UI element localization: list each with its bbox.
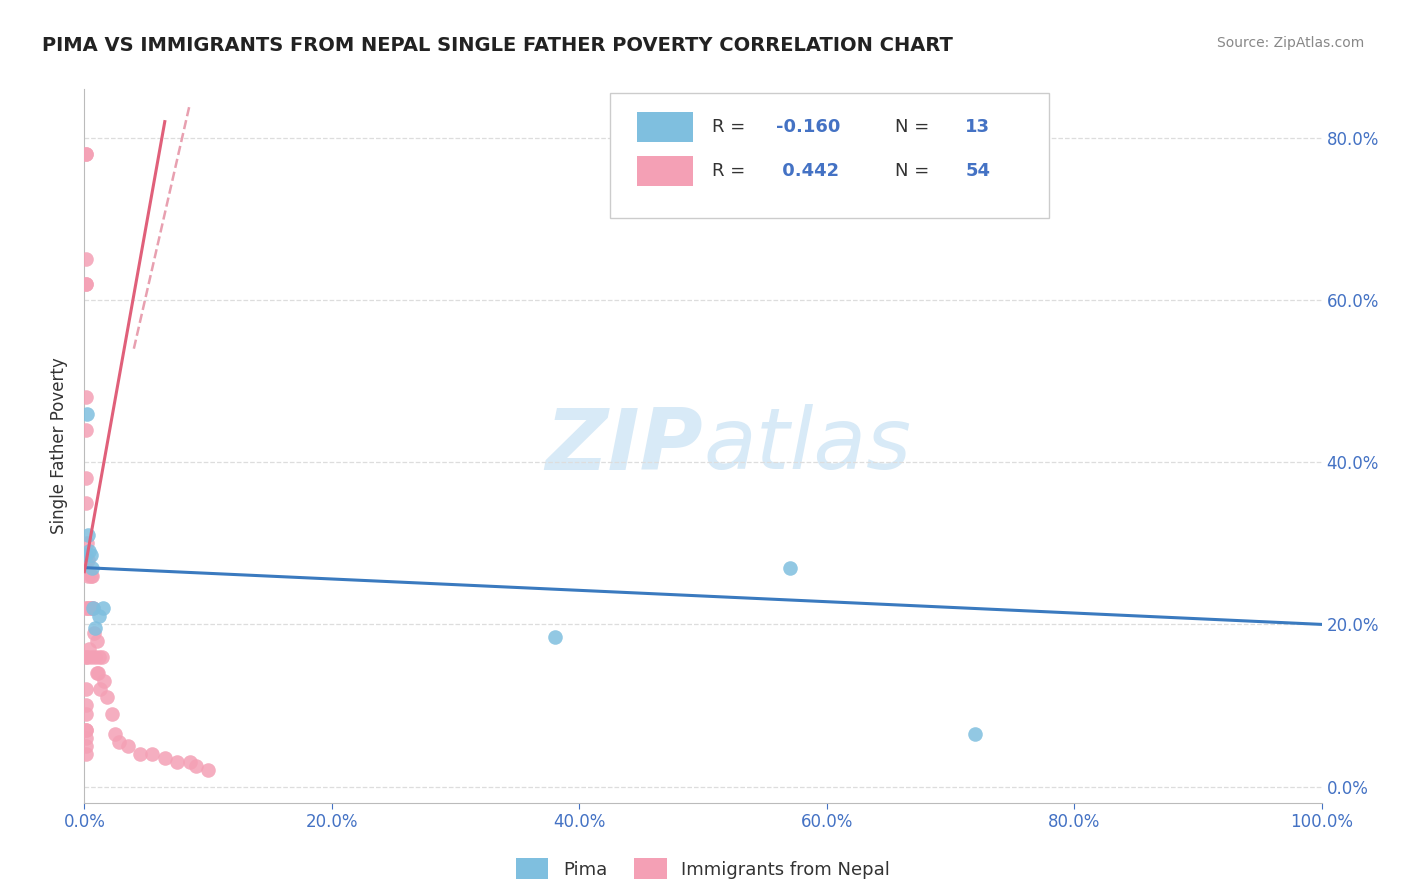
- Point: [75, 747, 97, 761]
- Text: atlas: atlas: [703, 404, 911, 488]
- Point: [75, 277, 97, 291]
- Point: [75, 423, 97, 437]
- Point: [83, 625, 105, 640]
- Point: [84, 622, 107, 636]
- Point: [75, 147, 97, 161]
- Point: [96, 690, 118, 705]
- Text: 13: 13: [966, 118, 990, 136]
- Legend: Pima, Immigrants from Nepal: Pima, Immigrants from Nepal: [509, 851, 897, 887]
- FancyBboxPatch shape: [637, 156, 693, 186]
- Point: [75, 682, 97, 697]
- Text: N =: N =: [894, 162, 935, 180]
- Point: [77, 552, 100, 566]
- Point: [129, 747, 152, 761]
- Text: N =: N =: [894, 118, 935, 136]
- Point: [89, 649, 111, 664]
- Point: [75, 706, 97, 721]
- Point: [79, 601, 101, 615]
- Text: Source: ZipAtlas.com: Source: ZipAtlas.com: [1216, 36, 1364, 50]
- Point: [79, 544, 101, 558]
- Point: [117, 739, 139, 753]
- Text: ZIP: ZIP: [546, 404, 703, 488]
- FancyBboxPatch shape: [610, 93, 1049, 218]
- Point: [104, 727, 127, 741]
- Point: [86, 633, 108, 648]
- Point: [77, 528, 100, 542]
- Text: 0.442: 0.442: [776, 162, 839, 180]
- Point: [965, 727, 987, 741]
- Point: [82, 601, 104, 615]
- Text: -0.160: -0.160: [776, 118, 841, 136]
- FancyBboxPatch shape: [637, 112, 693, 142]
- Point: [87, 666, 110, 681]
- Point: [153, 751, 176, 765]
- Text: R =: R =: [711, 118, 751, 136]
- Point: [80, 568, 103, 582]
- Point: [75, 277, 97, 291]
- Point: [89, 682, 111, 697]
- Point: [76, 601, 98, 615]
- Text: R =: R =: [711, 162, 751, 180]
- Text: PIMA VS IMMIGRANTS FROM NEPAL SINGLE FATHER POVERTY CORRELATION CHART: PIMA VS IMMIGRANTS FROM NEPAL SINGLE FAT…: [42, 36, 953, 54]
- Point: [184, 759, 207, 773]
- Point: [80, 601, 103, 615]
- Point: [86, 666, 108, 681]
- Point: [79, 601, 101, 615]
- Point: [79, 549, 101, 563]
- Point: [75, 252, 97, 267]
- Point: [93, 674, 115, 689]
- Point: [779, 560, 801, 574]
- Point: [77, 568, 100, 582]
- Point: [75, 552, 97, 566]
- Point: [84, 649, 107, 664]
- Point: [75, 496, 97, 510]
- Point: [76, 407, 98, 421]
- Point: [82, 601, 104, 615]
- Point: [179, 756, 201, 770]
- Point: [76, 536, 98, 550]
- Point: [79, 568, 101, 582]
- Point: [166, 756, 188, 770]
- Point: [75, 649, 97, 664]
- Point: [75, 390, 97, 404]
- Text: 54: 54: [966, 162, 990, 180]
- Point: [75, 739, 97, 753]
- Point: [89, 609, 111, 624]
- Point: [108, 735, 131, 749]
- Point: [79, 641, 101, 656]
- Point: [141, 747, 163, 761]
- Point: [79, 649, 101, 664]
- Point: [75, 147, 97, 161]
- Point: [91, 601, 114, 615]
- Point: [75, 471, 97, 485]
- Point: [75, 601, 97, 615]
- Point: [75, 549, 97, 563]
- Point: [197, 764, 219, 778]
- Y-axis label: Single Father Poverty: Single Father Poverty: [51, 358, 69, 534]
- Point: [75, 698, 97, 713]
- Point: [75, 723, 97, 737]
- Point: [75, 723, 97, 737]
- Point: [543, 630, 565, 644]
- Point: [75, 731, 97, 745]
- Point: [76, 649, 98, 664]
- Point: [90, 649, 112, 664]
- Point: [100, 706, 122, 721]
- Point: [80, 560, 103, 574]
